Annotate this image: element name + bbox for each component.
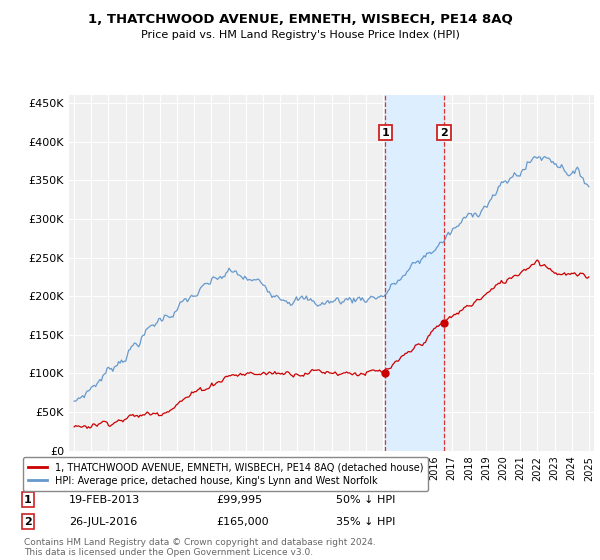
Text: 2: 2	[24, 517, 32, 527]
Text: Price paid vs. HM Land Registry's House Price Index (HPI): Price paid vs. HM Land Registry's House …	[140, 30, 460, 40]
Text: £165,000: £165,000	[216, 517, 269, 527]
Text: 1: 1	[24, 494, 32, 505]
Text: 1: 1	[382, 128, 389, 138]
Text: 2: 2	[440, 128, 448, 138]
Text: 35% ↓ HPI: 35% ↓ HPI	[336, 517, 395, 527]
Text: 19-FEB-2013: 19-FEB-2013	[69, 494, 140, 505]
Text: £99,995: £99,995	[216, 494, 262, 505]
Text: Contains HM Land Registry data © Crown copyright and database right 2024.
This d: Contains HM Land Registry data © Crown c…	[24, 538, 376, 557]
Text: 50% ↓ HPI: 50% ↓ HPI	[336, 494, 395, 505]
Bar	[385, 95, 444, 451]
Legend: 1, THATCHWOOD AVENUE, EMNETH, WISBECH, PE14 8AQ (detached house), HPI: Average p: 1, THATCHWOOD AVENUE, EMNETH, WISBECH, P…	[23, 458, 428, 491]
Text: 26-JUL-2016: 26-JUL-2016	[69, 517, 137, 527]
Text: 1, THATCHWOOD AVENUE, EMNETH, WISBECH, PE14 8AQ: 1, THATCHWOOD AVENUE, EMNETH, WISBECH, P…	[88, 13, 512, 26]
